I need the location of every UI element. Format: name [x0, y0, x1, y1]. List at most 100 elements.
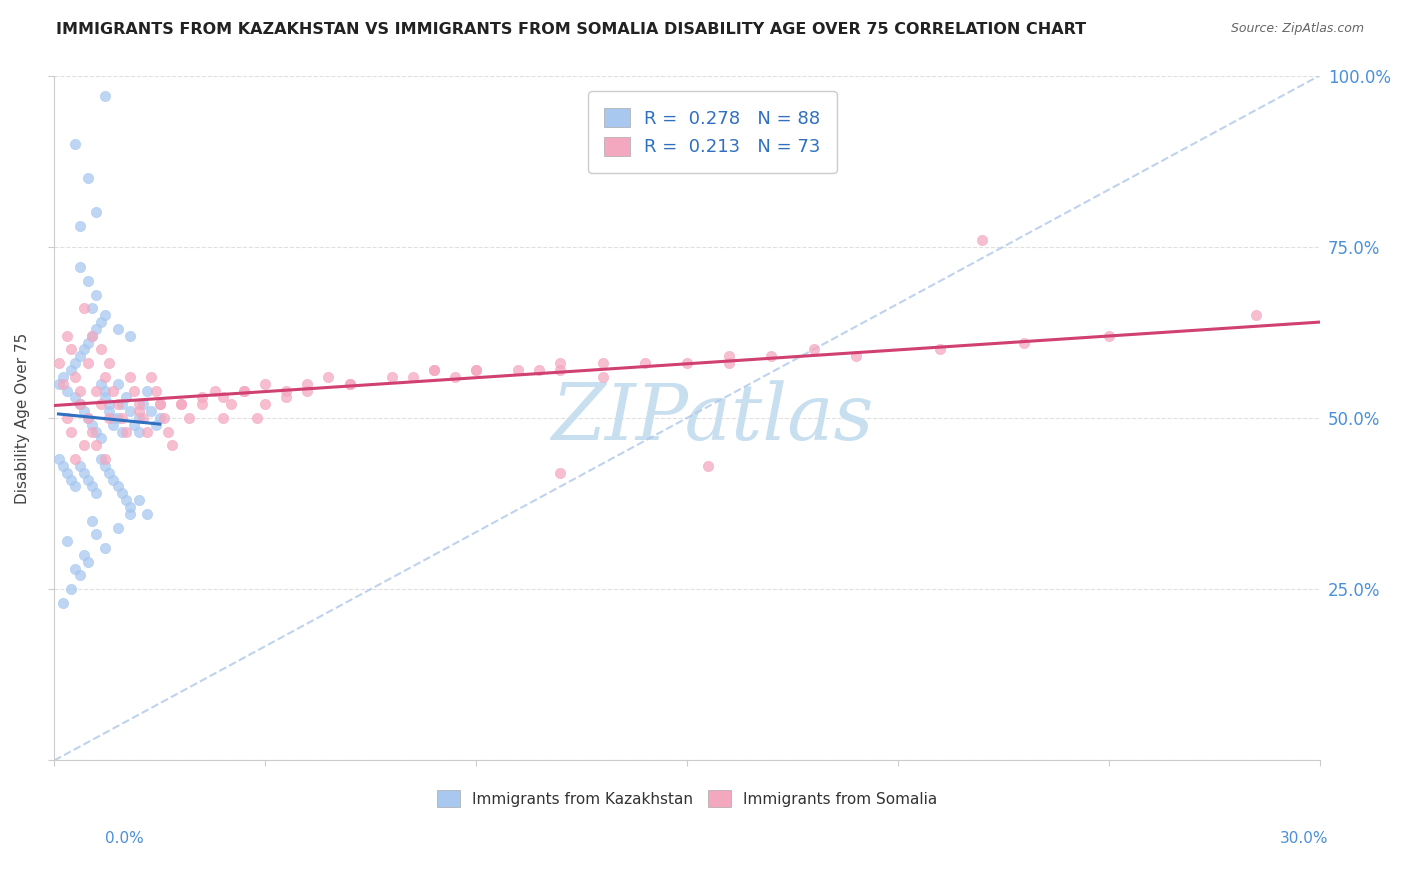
Point: [98, 466, 121, 480]
Point: [107, 397, 129, 411]
Point: [90, 315, 112, 329]
Point: [111, 397, 134, 411]
Point: [86, 425, 108, 439]
Point: [111, 425, 134, 439]
Point: [233, 384, 256, 398]
Point: [56, 411, 79, 425]
Point: [124, 417, 146, 432]
Point: [77, 411, 100, 425]
Point: [929, 343, 952, 357]
Point: [136, 425, 159, 439]
Point: [86, 205, 108, 219]
Point: [212, 391, 235, 405]
Point: [86, 527, 108, 541]
Point: [86, 486, 108, 500]
Point: [254, 397, 277, 411]
Point: [98, 411, 121, 425]
Point: [69, 260, 91, 275]
Point: [60, 425, 83, 439]
Y-axis label: Disability Age Over 75: Disability Age Over 75: [15, 333, 30, 504]
Point: [157, 425, 180, 439]
Point: [52, 376, 75, 391]
Point: [170, 397, 193, 411]
Point: [82, 514, 104, 528]
Point: [60, 582, 83, 597]
Point: [52, 369, 75, 384]
Point: [65, 452, 87, 467]
Point: [145, 417, 167, 432]
Point: [69, 568, 91, 582]
Point: [845, 349, 868, 363]
Point: [120, 369, 142, 384]
Point: [761, 349, 783, 363]
Point: [179, 411, 201, 425]
Point: [77, 274, 100, 288]
Point: [1098, 328, 1121, 343]
Point: [115, 391, 138, 405]
Point: [56, 466, 79, 480]
Point: [73, 548, 96, 562]
Text: IMMIGRANTS FROM KAZAKHSTAN VS IMMIGRANTS FROM SOMALIA DISABILITY AGE OVER 75 COR: IMMIGRANTS FROM KAZAKHSTAN VS IMMIGRANTS…: [56, 22, 1087, 37]
Point: [56, 534, 79, 549]
Point: [90, 452, 112, 467]
Point: [423, 363, 446, 377]
Point: [98, 404, 121, 418]
Point: [107, 520, 129, 534]
Point: [145, 384, 167, 398]
Point: [111, 411, 134, 425]
Point: [86, 322, 108, 336]
Point: [82, 301, 104, 316]
Point: [115, 493, 138, 508]
Point: [136, 507, 159, 521]
Point: [254, 376, 277, 391]
Point: [77, 555, 100, 569]
Point: [107, 479, 129, 493]
Point: [94, 391, 117, 405]
Point: [141, 404, 163, 418]
Point: [318, 369, 340, 384]
Point: [73, 404, 96, 418]
Point: [204, 384, 226, 398]
Point: [52, 458, 75, 473]
Point: [60, 343, 83, 357]
Point: [73, 301, 96, 316]
Point: [128, 404, 150, 418]
Text: ZIPatlas: ZIPatlas: [551, 380, 873, 456]
Point: [191, 397, 214, 411]
Point: [77, 171, 100, 186]
Point: [381, 369, 404, 384]
Point: [90, 376, 112, 391]
Point: [103, 411, 125, 425]
Point: [56, 384, 79, 398]
Point: [444, 369, 467, 384]
Point: [508, 363, 530, 377]
Point: [120, 507, 142, 521]
Point: [592, 369, 614, 384]
Point: [65, 391, 87, 405]
Point: [529, 363, 551, 377]
Point: [128, 425, 150, 439]
Point: [276, 391, 298, 405]
Point: [94, 458, 117, 473]
Point: [465, 363, 488, 377]
Point: [132, 397, 155, 411]
Point: [718, 349, 741, 363]
Point: [276, 384, 298, 398]
Point: [65, 369, 87, 384]
Point: [212, 411, 235, 425]
Point: [339, 376, 361, 391]
Point: [149, 411, 172, 425]
Point: [103, 473, 125, 487]
Point: [73, 466, 96, 480]
Point: [697, 458, 720, 473]
Point: [972, 233, 994, 247]
Point: [94, 89, 117, 103]
Point: [1014, 335, 1036, 350]
Point: [1246, 308, 1268, 322]
Point: [86, 384, 108, 398]
Point: [107, 376, 129, 391]
Point: [128, 493, 150, 508]
Point: [124, 384, 146, 398]
Point: [90, 432, 112, 446]
Point: [82, 425, 104, 439]
